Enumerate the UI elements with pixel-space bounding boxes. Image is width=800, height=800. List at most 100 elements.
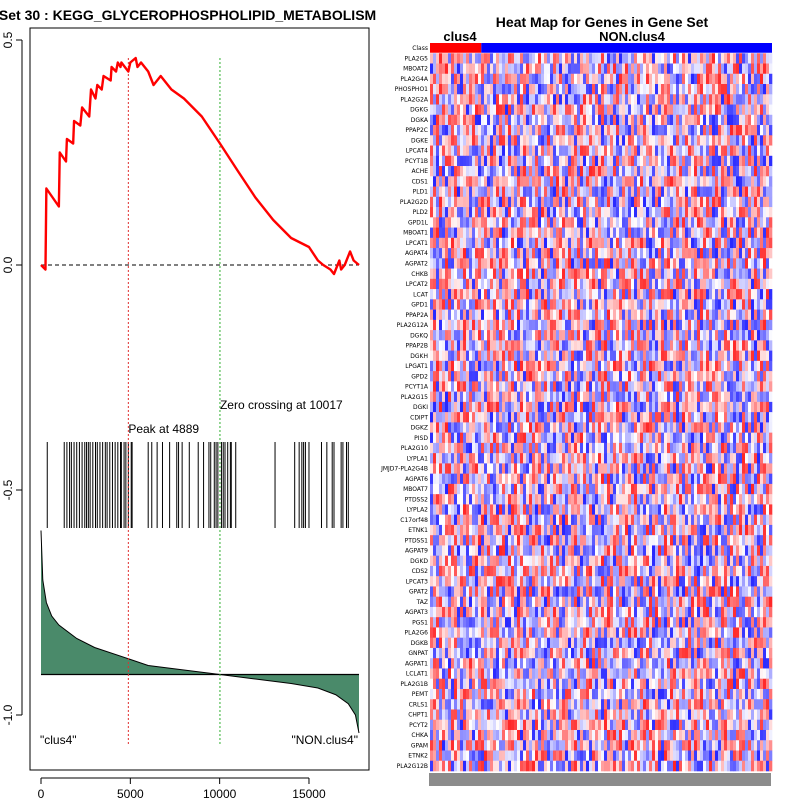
class-bar <box>430 43 772 53</box>
heat-map-cell <box>688 145 692 157</box>
heat-map-cell <box>622 289 626 300</box>
heat-map-cell <box>604 207 608 218</box>
heat-map-cell <box>682 207 686 218</box>
heat-map-cell <box>442 227 446 239</box>
heat-map-cell <box>700 381 704 392</box>
heat-map-cell <box>733 94 737 105</box>
heat-map-cell <box>769 114 773 126</box>
heat-map-cell <box>763 442 767 454</box>
heat-map-cell <box>565 371 569 382</box>
heat-map-cell <box>610 73 614 85</box>
heat-map-cell <box>631 73 635 85</box>
heat-map-cell <box>664 381 668 392</box>
heat-map-cell <box>736 155 740 167</box>
heat-map-cell <box>463 360 467 372</box>
heat-map-cell <box>745 104 749 116</box>
heat-map-cell <box>604 330 608 341</box>
heat-map-cell <box>640 73 644 85</box>
heat-map-cell <box>532 248 536 259</box>
heat-map-cell <box>508 227 512 239</box>
heat-map-cell <box>640 135 644 146</box>
heat-map-cell <box>664 412 668 423</box>
heat-map-cell <box>547 217 551 228</box>
heat-map-cell <box>595 207 599 218</box>
heat-map-cell <box>523 135 527 146</box>
heat-map-cell <box>682 176 686 187</box>
heat-map-cell <box>505 391 509 403</box>
heat-map-cell <box>499 176 503 187</box>
heat-map-cell <box>529 135 533 146</box>
heat-map-cell <box>571 442 575 454</box>
heat-map-cell <box>664 125 668 136</box>
heat-map-cell <box>721 330 725 341</box>
heat-map-cell <box>682 63 686 75</box>
heat-map-cell <box>430 299 434 310</box>
heat-map-cell <box>559 268 563 280</box>
heat-map-cell <box>493 278 497 290</box>
heat-map-cell <box>730 309 734 321</box>
heat-map-cell <box>724 432 728 444</box>
heat-map-cell <box>541 381 545 392</box>
heat-map-cell <box>490 135 494 146</box>
heat-map-cell <box>538 268 542 280</box>
heat-map-cell <box>577 207 581 218</box>
heat-map-cell <box>673 381 677 392</box>
heat-map-cell <box>541 401 545 413</box>
heat-map-cell <box>673 73 677 85</box>
heat-map-cell <box>535 237 539 249</box>
heat-map-cell <box>664 155 668 167</box>
heat-map-cell <box>676 381 680 392</box>
heat-map-cell <box>691 268 695 280</box>
heat-map-cell <box>514 401 518 413</box>
heat-map-cell <box>517 412 521 423</box>
heat-map-cell <box>736 186 740 198</box>
heat-map-cell <box>721 53 725 64</box>
heat-map-cell <box>514 63 518 75</box>
heat-map-cell <box>478 207 482 218</box>
heat-map-cell <box>661 319 665 331</box>
heat-map-cell <box>559 330 563 341</box>
heat-map-cell <box>439 94 443 105</box>
heat-map-cell <box>472 432 476 444</box>
heat-map-cell <box>580 186 584 198</box>
heat-map-cell <box>496 135 500 146</box>
heat-map-cell <box>745 268 749 280</box>
heat-map-cell <box>559 145 563 157</box>
heat-map-cell <box>511 391 515 403</box>
heat-map-cell <box>715 350 719 362</box>
heat-map-cell <box>454 155 458 167</box>
heat-map-cell <box>760 309 764 321</box>
heat-map-cell <box>679 319 683 331</box>
heat-map-cell <box>457 330 461 341</box>
heat-map-cell <box>625 135 629 146</box>
heat-map-cell <box>502 412 506 423</box>
heat-map-cell <box>682 104 686 116</box>
heat-map-cell <box>655 422 659 433</box>
heat-map-cell <box>451 463 455 474</box>
heat-map-cell <box>535 422 539 433</box>
heat-map-cell <box>538 299 542 310</box>
heat-map-cell <box>511 463 515 474</box>
heat-map-cell <box>637 84 641 95</box>
heat-map-cell <box>736 371 740 382</box>
heat-map-cell <box>466 350 470 362</box>
heat-map-cell <box>670 73 674 85</box>
heat-map-cell <box>472 442 476 454</box>
y-tick-label: 0.0 <box>1 256 15 273</box>
heat-map-cell <box>472 299 476 310</box>
heat-map-cell <box>553 401 557 413</box>
heat-map-cell <box>691 237 695 249</box>
heat-map-cell <box>658 442 662 454</box>
heat-map-cell <box>439 237 443 249</box>
heat-map-cell <box>751 53 755 64</box>
heat-map-cell <box>496 94 500 105</box>
heat-map-cell <box>535 463 539 474</box>
heat-map-cell <box>742 237 746 249</box>
heat-map-cell <box>451 412 455 423</box>
heat-map-cell <box>616 268 620 280</box>
heat-map-cell <box>706 248 710 259</box>
heat-map-cell <box>562 248 566 259</box>
heat-map-cell <box>502 176 506 187</box>
heat-map-cell <box>433 422 437 433</box>
heat-map-cell <box>694 207 698 218</box>
